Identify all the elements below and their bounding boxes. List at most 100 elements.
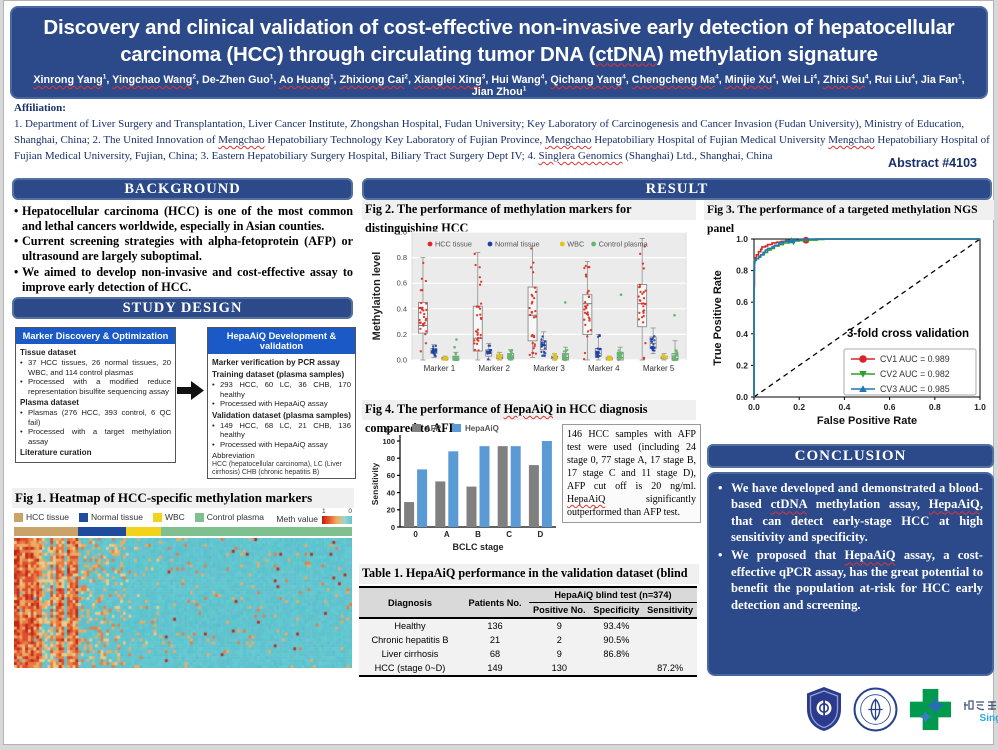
study-box-title: HepaAiQ Development & validation xyxy=(208,328,355,354)
svg-text:3-fold cross validation: 3-fold cross validation xyxy=(847,328,969,340)
conclusion-box: • We have developed and demonstrated a bl… xyxy=(707,472,994,676)
study-box-bullet: • Processed with a target methylation ass… xyxy=(20,427,171,446)
study-box-bullet: • Plasmas (276 HCC, 393 control, 6 QC fai… xyxy=(20,408,171,427)
table-cell: 93.4% xyxy=(589,618,644,633)
svg-text:0.4: 0.4 xyxy=(736,329,748,339)
svg-text:0: 0 xyxy=(413,530,418,539)
author: Xianglei Xing3 xyxy=(413,73,486,86)
spellcheck-underline: Xinrong Yang xyxy=(33,73,103,86)
poster-title: Discovery and clinical validation of cos… xyxy=(43,16,955,66)
svg-text:Marker 3: Marker 3 xyxy=(533,364,565,373)
svg-text:CV1 AUC = 0.989: CV1 AUC = 0.989 xyxy=(880,354,950,364)
heatmap-legend-item: WBC xyxy=(152,512,185,522)
spellcheck-underline: Chengcheng Ma xyxy=(631,73,716,86)
study-box-bullet: • 293 HCC, 60 LC, 36 CHB, 170 healthy xyxy=(212,380,351,399)
fig3-roc-chart: 0.00.0 0.2 0.2 0.4 0.4 0.6 0.6 0.8 0.8 1.0 1.0 Fals… xyxy=(712,234,986,427)
study-box-title: Marker Discovery & Optimization xyxy=(16,328,175,344)
legend-swatch xyxy=(152,512,162,522)
svg-text:0.6: 0.6 xyxy=(397,279,407,288)
spellcheck-underline: Minjie Xu xyxy=(724,73,773,86)
svg-text:WBC: WBC xyxy=(567,240,584,249)
svg-text:Marker 4: Marker 4 xyxy=(588,364,620,373)
col-header: Positive No. xyxy=(529,602,590,619)
heatmap-legend-item: Normal tissue xyxy=(78,512,143,522)
study-box-heading: Literature curation xyxy=(20,448,92,458)
table-cell xyxy=(589,661,644,676)
study-box-bullet: • Processed with HepaAiQ assay xyxy=(212,399,328,409)
study-box-body: Tissue dataset • 37 HCC tissues, 26 normal… xyxy=(16,344,175,460)
svg-text:40: 40 xyxy=(387,488,395,497)
svg-text:0.2: 0.2 xyxy=(793,402,805,412)
table-cell: 130 xyxy=(529,661,590,676)
svg-text:%: % xyxy=(384,426,391,435)
zhongshan-hospital-shield-logo xyxy=(804,686,844,737)
spellcheck-underline: ctDNA xyxy=(770,497,807,512)
abstract-number: Abstract #4103 xyxy=(888,156,977,170)
section-header-conclusion: CONCLUSION xyxy=(707,444,994,468)
svg-text:0: 0 xyxy=(391,523,395,532)
svg-text:0.6: 0.6 xyxy=(736,297,748,307)
spellcheck-underline: Qichang Yang xyxy=(550,73,623,86)
fig2-caption: Fig 2. The performance of methylation ma… xyxy=(362,200,696,235)
annotation-segment xyxy=(14,527,79,536)
svg-text:1.0: 1.0 xyxy=(397,228,407,237)
hospital-seal-logo xyxy=(853,687,898,737)
spellcheck-underline: Mengchao xyxy=(828,133,875,146)
spellcheck-underline: Yingchao Wang xyxy=(112,73,193,86)
svg-text:0.4: 0.4 xyxy=(838,402,850,412)
svg-text:0.0: 0.0 xyxy=(397,356,407,365)
svg-text:0.8: 0.8 xyxy=(397,253,407,262)
conclusion-bullet: • We proposed that HepaAiQ assay, a cost-… xyxy=(718,548,983,612)
table-row: Liver cirrhosis 68 9 86.8% xyxy=(359,647,697,661)
span-header: HepaAiQ blind test (n=374) xyxy=(529,587,697,603)
svg-text:AFP: AFP xyxy=(425,424,442,433)
spellcheck-underline: Xianglei Xing xyxy=(413,73,482,86)
legend-swatch xyxy=(78,512,88,522)
heatmap-legend: HCC tissue Normal tissue WBC Control plasma… xyxy=(14,508,352,524)
study-box-bullet: • 37 HCC tissues, 26 normal tissues, 20 W… xyxy=(20,358,171,377)
legend-label: HCC tissue xyxy=(26,512,69,522)
col-header: Diagnosis xyxy=(359,587,461,619)
heatmap-canvas xyxy=(14,538,352,668)
author-list: Xinrong Yang1, Yingchao Wang2, De-Zhen G… xyxy=(33,73,965,99)
validation-table: Diagnosis Patients No. HepaAiQ blind test … xyxy=(359,586,697,677)
svg-text:True Positive Rate: True Positive Rate xyxy=(712,270,724,365)
spellcheck-underline: Mengchao xyxy=(545,133,592,146)
author: Chengcheng Ma4 xyxy=(631,73,719,86)
svg-text:HepaAiQ: HepaAiQ xyxy=(465,424,499,433)
svg-text:80: 80 xyxy=(387,454,395,463)
author: Wei Li4 xyxy=(781,73,817,86)
title-bar: Discovery and clinical validation of cos… xyxy=(10,6,988,99)
table-cell xyxy=(643,618,697,633)
table-cell: 136 xyxy=(461,618,529,633)
study-box-bullet: • Processed with HepaAiQ assay xyxy=(212,439,328,449)
svg-text:Control plasma: Control plasma xyxy=(599,240,649,249)
poster-slide: Discovery and clinical validation of cos… xyxy=(3,0,998,745)
svg-text:A: A xyxy=(444,530,450,539)
spellcheck-underline: HepaAiQ xyxy=(567,494,606,505)
author: Ao Huang1 xyxy=(278,73,334,86)
svg-text:Methylaiton level: Methylaiton level xyxy=(371,252,383,341)
annotation-segment xyxy=(125,527,162,536)
table-subheader-row: Positive No. Specificity Sensitivity xyxy=(359,602,697,619)
table-row: Healthy 136 9 93.4% xyxy=(359,618,697,633)
col-header: Patients No. xyxy=(461,587,529,619)
annotation-segment xyxy=(78,527,126,536)
spellcheck-underline: HepaAiQ xyxy=(844,548,896,563)
affiliation-text: 1. Department of Liver Surgery and Trans… xyxy=(14,117,990,162)
svg-text:Normal tissue: Normal tissue xyxy=(495,240,540,249)
singlera-chinese-wordmark xyxy=(963,699,998,712)
table-cell: Liver cirrhosis xyxy=(359,647,461,661)
study-box-heading: Training dataset (plasma samples) xyxy=(212,370,345,380)
table1-caption: Table 1. HepaAiQ performance in the vali… xyxy=(359,564,699,599)
fig4-note: 146 HCC samples with AFP test were used … xyxy=(562,424,701,523)
affiliation-block: Affiliation: 1. Department of Liver Surg… xyxy=(14,101,990,165)
svg-text:0.4: 0.4 xyxy=(397,304,407,313)
table-row: HCC (stage 0~D) 149 130 87.2% xyxy=(359,661,697,676)
table-cell: HCC (stage 0~D) xyxy=(359,661,461,676)
fig2-boxplot-chart: 0.0 0.2 0.4 0.6 0.8 1.0 Methylaiton level Marke… xyxy=(371,228,687,373)
svg-text:Marker 5: Marker 5 xyxy=(643,364,675,373)
annotation-segment xyxy=(161,527,352,536)
scale-max-label: 1 xyxy=(322,508,326,515)
table-cell: 21 xyxy=(461,633,529,647)
